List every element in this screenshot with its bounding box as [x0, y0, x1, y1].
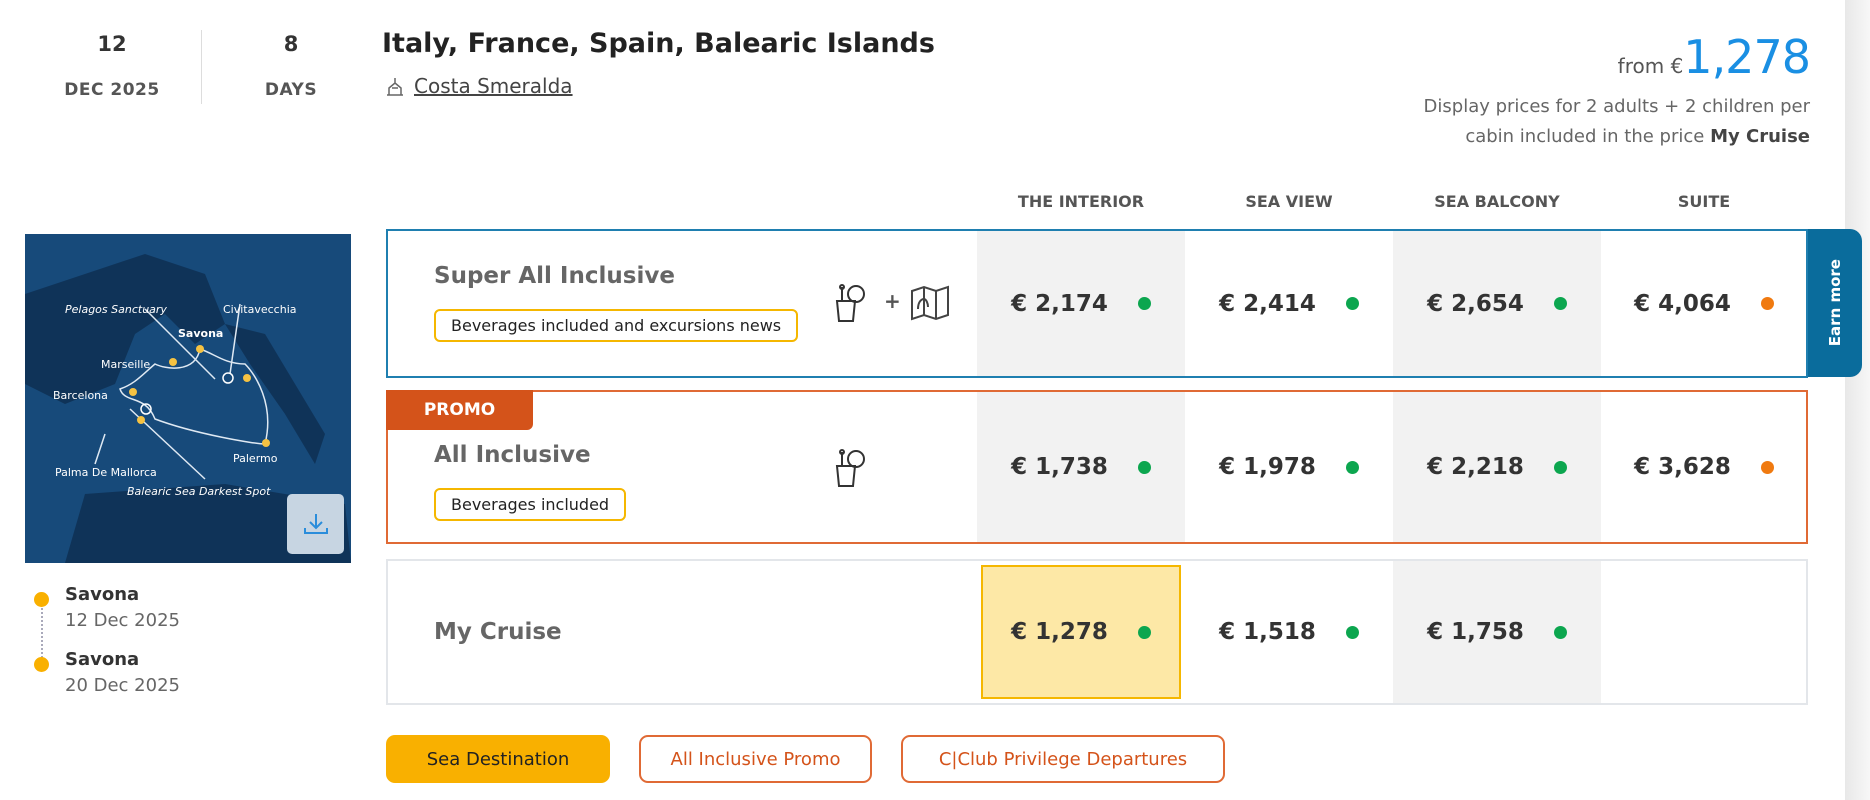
- price-suite[interactable]: € 4,064: [1600, 231, 1808, 376]
- map-excursion-icon: [911, 285, 949, 321]
- map-graphic: Pelagos Sanctuary Civitavecchia Savona M…: [25, 234, 351, 563]
- itinerary-date: 20 Dec 2025: [65, 675, 180, 696]
- col-sea-view: SEA VIEW: [1245, 192, 1333, 211]
- divider: [201, 30, 202, 104]
- price-sea-balcony[interactable]: € 1,758: [1393, 561, 1601, 703]
- all-inclusive-promo-button[interactable]: All Inclusive Promo: [639, 735, 872, 783]
- price-suite[interactable]: € 3,628: [1600, 392, 1808, 542]
- earn-more-tab[interactable]: Earn more: [1808, 229, 1862, 377]
- availability-dot: [1760, 297, 1774, 310]
- cclub-privilege-button[interactable]: C|Club Privilege Departures: [901, 735, 1225, 783]
- earn-more-label: Earn more: [1826, 259, 1844, 347]
- col-sea-balcony: SEA BALCONY: [1434, 192, 1560, 211]
- price-interior[interactable]: € 1,738: [977, 392, 1185, 542]
- availability-dot: [1345, 297, 1359, 310]
- itinerary-line: [41, 604, 43, 662]
- availability-dot: [1137, 460, 1151, 474]
- availability-dot: [1760, 460, 1774, 474]
- price-value: € 2,414: [1219, 290, 1316, 317]
- port-dot: [34, 592, 49, 607]
- fare-name: All Inclusive: [434, 442, 591, 468]
- fare-name: My Cruise: [434, 619, 562, 645]
- drink-icon: [835, 284, 865, 322]
- fare-row-all-inclusive[interactable]: PROMO All Inclusive Beverages included €…: [386, 390, 1808, 544]
- promo-badge: PROMO: [386, 390, 533, 430]
- map-download-button[interactable]: [287, 494, 344, 554]
- drink-icon: [835, 449, 865, 487]
- ship-name[interactable]: Costa Smeralda: [414, 74, 573, 98]
- departure-day: 12: [97, 32, 127, 56]
- scroll-edge: [1845, 0, 1870, 800]
- price-value: € 1,518: [1219, 619, 1316, 645]
- price-value: € 1,278: [1011, 619, 1108, 645]
- price-sea-view[interactable]: € 1,978: [1185, 392, 1393, 542]
- availability-dot: [1553, 460, 1567, 474]
- fare-row-my-cruise[interactable]: My Cruise € 1,278 € 1,518 € 1,758: [386, 559, 1808, 705]
- plus-sign: +: [884, 289, 901, 313]
- map-label: Palermo: [233, 452, 278, 465]
- ship-icon: [387, 78, 403, 96]
- map-label: Civitavecchia: [223, 303, 297, 316]
- cruise-title: Italy, France, Spain, Balearic Islands: [382, 28, 935, 59]
- departure-month: DEC 2025: [64, 80, 160, 100]
- price-value: € 1,758: [1427, 619, 1524, 645]
- map-label: Pelagos Sanctuary: [65, 303, 167, 316]
- price-note: Display prices for 2 adults + 2 children…: [1410, 92, 1810, 152]
- price-value: € 1,978: [1219, 454, 1316, 480]
- availability-dot: [1553, 297, 1567, 310]
- port-dot: [34, 657, 49, 672]
- map-label: Balearic Sea Darkest Spot: [127, 485, 271, 498]
- col-suite: SUITE: [1677, 192, 1731, 211]
- ship-link[interactable]: Costa Smeralda: [384, 74, 573, 98]
- availability-dot: [1553, 625, 1567, 639]
- price-sea-view[interactable]: € 2,414: [1185, 231, 1393, 376]
- availability-dot: [1137, 625, 1151, 639]
- fare-tag: Beverages included and excursions news: [434, 309, 799, 342]
- download-icon: [303, 514, 328, 534]
- itinerary-port: Savona: [65, 584, 140, 605]
- fare-name: Super All Inclusive: [434, 263, 675, 289]
- duration-unit: DAYS: [264, 80, 318, 100]
- itinerary-date: 12 Dec 2025: [65, 610, 180, 631]
- map-label: Savona: [178, 327, 223, 340]
- price-sea-balcony[interactable]: € 2,654: [1393, 231, 1601, 376]
- availability-dot: [1345, 460, 1359, 474]
- price-sea-view[interactable]: € 1,518: [1185, 561, 1393, 703]
- duration-value: 8: [283, 32, 299, 56]
- map-label: Palma De Mallorca: [55, 466, 157, 479]
- price-note-text: Display prices for 2 adults + 2 children…: [1423, 96, 1810, 147]
- price-interior[interactable]: € 2,174: [977, 231, 1185, 376]
- price-value: € 1,738: [1011, 454, 1108, 480]
- from-amount: 1,278: [1683, 30, 1811, 84]
- from-price: from €1,278: [1617, 30, 1811, 84]
- availability-dot: [1137, 297, 1151, 310]
- col-interior: THE INTERIOR: [1017, 192, 1145, 211]
- price-note-bold: My Cruise: [1710, 126, 1810, 147]
- fare-row-super-all-inclusive[interactable]: Super All Inclusive Beverages included a…: [386, 229, 1808, 378]
- price-value: € 2,218: [1427, 454, 1524, 480]
- price-value: € 3,628: [1634, 454, 1731, 480]
- price-value: € 4,064: [1634, 290, 1731, 317]
- map-label: Marseille: [101, 358, 150, 371]
- price-value: € 2,174: [1011, 290, 1108, 317]
- from-label: from €: [1617, 54, 1684, 78]
- fare-tag: Beverages included: [434, 488, 627, 521]
- availability-dot: [1345, 625, 1359, 639]
- itinerary-map[interactable]: Pelagos Sanctuary Civitavecchia Savona M…: [25, 234, 351, 563]
- itinerary-port: Savona: [65, 649, 140, 670]
- price-interior-selected[interactable]: € 1,278: [981, 565, 1181, 699]
- map-label: Barcelona: [53, 389, 108, 402]
- sea-destination-button[interactable]: Sea Destination: [386, 735, 610, 783]
- price-value: € 2,654: [1427, 290, 1524, 317]
- price-sea-balcony[interactable]: € 2,218: [1393, 392, 1601, 542]
